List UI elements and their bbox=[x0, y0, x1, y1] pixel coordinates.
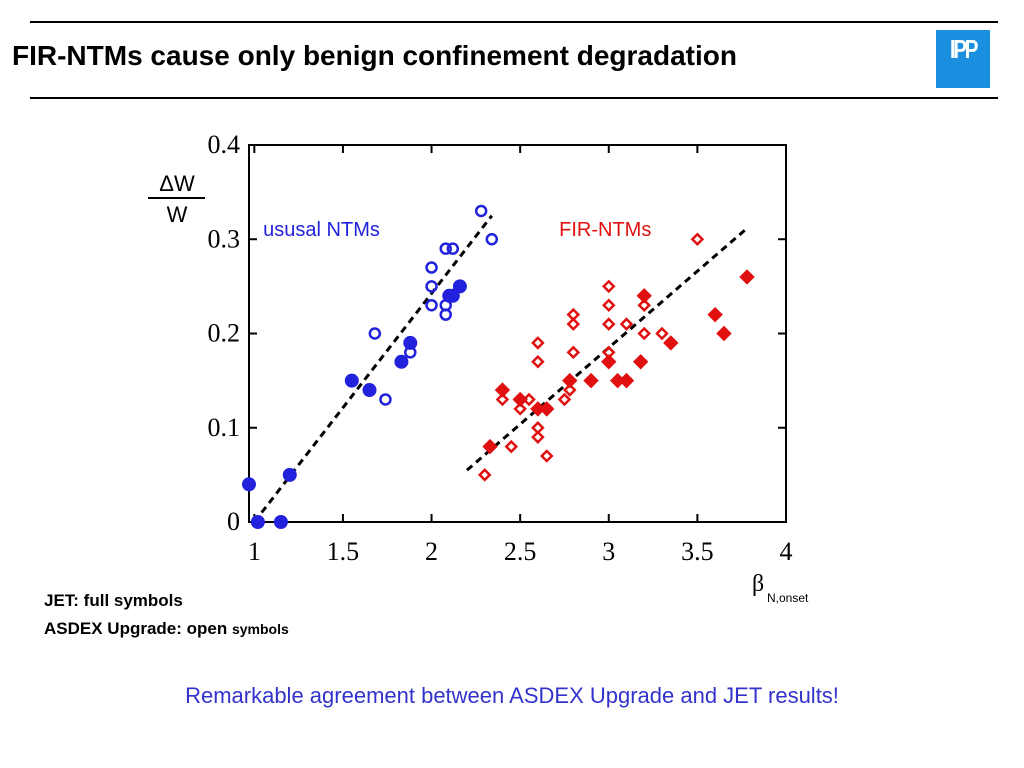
fir-aug-point bbox=[539, 449, 554, 463]
y-axis-label-numerator: ΔW bbox=[159, 171, 195, 196]
fir-aug-point bbox=[602, 317, 616, 331]
fir-aug-point bbox=[563, 383, 577, 397]
usual-aug-point bbox=[404, 346, 417, 359]
asdex-symbols-note: ASDEX Upgrade: open symbols bbox=[44, 619, 289, 639]
y-axis-label: ΔW W bbox=[148, 171, 205, 227]
fir-jet-point bbox=[482, 438, 498, 455]
usual-aug-point bbox=[425, 261, 438, 274]
top-rule bbox=[30, 21, 998, 23]
x-axis-label-symbol: β bbox=[752, 571, 764, 597]
plot-frame bbox=[248, 144, 787, 523]
usual-jet-point bbox=[445, 288, 460, 303]
x-tick-label: 1 bbox=[248, 537, 261, 566]
chart-annotations: ususal NTMs FIR-NTMs bbox=[263, 219, 705, 247]
usual-annotation: ususal NTMs bbox=[263, 219, 380, 241]
fir-jet-point bbox=[716, 325, 732, 342]
fir-aug-point bbox=[522, 392, 536, 407]
asdex-note-suffix: symbols bbox=[231, 621, 289, 637]
title-underline-rule bbox=[30, 97, 998, 99]
usual-jet-point bbox=[344, 373, 359, 388]
fir-aug-point bbox=[557, 392, 572, 407]
fir-jet-point bbox=[601, 354, 617, 370]
fir-jet-point bbox=[739, 269, 755, 285]
fir-aug-point bbox=[531, 355, 545, 369]
fir-jet-point bbox=[539, 401, 555, 417]
ipp-logo: IPP bbox=[936, 30, 990, 88]
usual-jet-point bbox=[273, 515, 288, 529]
fir-aug-point bbox=[602, 279, 616, 294]
fir-aug-point bbox=[513, 402, 527, 416]
fir-legend-marker bbox=[690, 232, 705, 247]
fir-jet-point bbox=[618, 372, 635, 389]
fir-aug-point bbox=[655, 326, 669, 341]
fir-aug-point bbox=[566, 307, 581, 322]
x-tick-label: 3.5 bbox=[681, 537, 714, 566]
usual-jet-point bbox=[394, 354, 409, 369]
usual-aug-point bbox=[485, 233, 499, 246]
fir-aug-point bbox=[619, 317, 634, 331]
axis-ticks: 1 1.5 2 2.5 3 3.5 4 0 0.1 0.2 0.3 0.4 bbox=[208, 130, 793, 566]
fir-aug-point bbox=[531, 336, 545, 350]
y-tick-label: 0.1 bbox=[208, 413, 241, 442]
x-tick-label: 3 bbox=[602, 537, 615, 566]
usual-aug-point bbox=[425, 280, 438, 293]
fir-aug-point bbox=[531, 430, 545, 444]
usual-aug-point bbox=[425, 298, 438, 312]
usual-aug-point bbox=[439, 242, 452, 255]
scatter-chart: 1 1.5 2 2.5 3 3.5 4 0 0.1 0.2 0.3 0.4 ususal NTMs FI… bbox=[148, 130, 809, 605]
usual-aug-point bbox=[446, 242, 460, 255]
asdex-note-prefix: ASDEX Upgrade: open bbox=[44, 619, 228, 638]
usual-aug-point bbox=[439, 308, 452, 321]
fir-aug-point bbox=[566, 317, 581, 331]
fir-jet-point bbox=[636, 288, 652, 304]
fir-jet-point bbox=[663, 335, 679, 351]
fir-jet-point bbox=[494, 382, 511, 398]
x-tick-label: 2.5 bbox=[504, 537, 537, 566]
fir-aug-point bbox=[637, 298, 651, 312]
fir-aug-point bbox=[637, 326, 651, 341]
usual-aug-point bbox=[379, 393, 392, 406]
y-tick-label: 0.2 bbox=[208, 319, 241, 348]
conclusion-text: Remarkable agreement between ASDEX Upgra… bbox=[185, 683, 839, 708]
fir-jet-point bbox=[707, 306, 723, 323]
usual-jet-point bbox=[362, 383, 377, 398]
x-tick-label: 2 bbox=[425, 537, 438, 566]
usual-jet-point bbox=[452, 279, 467, 294]
x-axis-label: β N,onset bbox=[752, 571, 809, 605]
usual-jet-point bbox=[242, 477, 256, 492]
x-tick-label: 4 bbox=[780, 537, 793, 566]
fir-aug-point bbox=[602, 298, 616, 312]
fir-aug-point bbox=[495, 392, 510, 407]
fir-aug-point bbox=[566, 345, 581, 360]
y-tick-label: 0.3 bbox=[208, 224, 241, 253]
fir-jet-point bbox=[632, 354, 649, 370]
usual-aug-point bbox=[368, 327, 382, 340]
y-axis-label-denominator: W bbox=[167, 202, 188, 227]
fir-jet-point bbox=[562, 372, 578, 389]
fir-jet-point bbox=[583, 372, 599, 389]
usual-jet-point bbox=[403, 335, 418, 350]
jet-symbols-note: JET: full symbols bbox=[44, 591, 183, 610]
fir-aug-point bbox=[602, 345, 616, 360]
ipp-logo-text: IPP bbox=[949, 34, 979, 64]
usual-jet-point bbox=[282, 467, 297, 482]
fit-lines bbox=[253, 214, 747, 523]
x-axis-label-subscript: N,onset bbox=[767, 591, 809, 605]
usual-jet-point bbox=[250, 515, 265, 529]
y-tick-label: 0 bbox=[227, 507, 240, 536]
usual-aug-point bbox=[474, 204, 488, 218]
page-title: FIR-NTMs cause only benign confinement d… bbox=[12, 40, 737, 71]
fir-annotation: FIR-NTMs bbox=[559, 219, 651, 241]
x-tick-label: 1.5 bbox=[327, 537, 360, 566]
y-tick-label: 0.4 bbox=[208, 130, 241, 159]
data-points bbox=[242, 204, 755, 529]
fir-aug-point bbox=[504, 439, 519, 454]
fir-aug-point bbox=[477, 468, 492, 482]
